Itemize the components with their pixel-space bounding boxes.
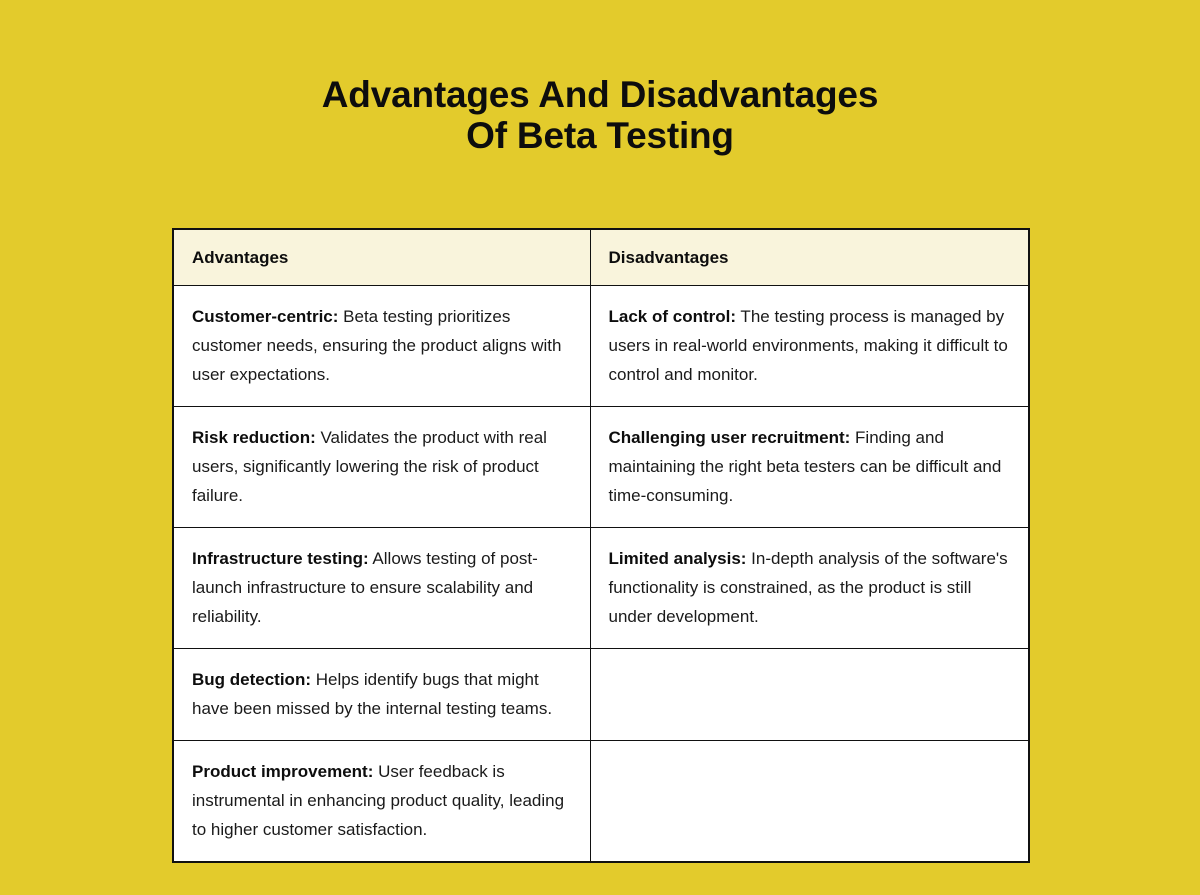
cell-advantage-5: Product improvement: User feedback is in… [172,740,591,863]
table-header-row: Advantages Disadvantages [172,228,1030,286]
cell-lead-label: Infrastructure testing: [192,549,369,568]
cell-lead-label: Limited analysis: [608,549,747,568]
table-body: Customer-centric: Beta testing prioritiz… [172,285,1030,863]
cell-disadvantage-4-empty [589,648,1030,741]
cell-body-text: User feedback is instrumental in enhanci… [192,762,565,839]
cell-body-text: Allows testing of post-launch infrastruc… [192,549,538,626]
cell-body-text: In-depth analysis of the software's func… [608,549,1008,626]
cell-body-text: Validates the product with real users, s… [192,428,547,505]
cell-advantage-4: Bug detection: Helps identify bugs that … [172,648,591,741]
cell-body-text: Beta testing prioritizes customer needs,… [192,307,562,384]
column-header-advantages: Advantages [172,228,591,286]
cell-lead-label: Product improvement: [192,762,374,781]
page-title-line-1: Advantages And Disadvantages [321,74,879,115]
comparison-table: Advantages Disadvantages Customer-centri… [172,228,1030,863]
comparison-table-container: Advantages Disadvantages Customer-centri… [172,228,1030,863]
table-row: Bug detection: Helps identify bugs that … [172,648,1030,741]
cell-lead-label: Bug detection: [192,670,311,689]
cell-body-text: The testing process is managed by users … [608,307,1008,384]
cell-disadvantage-1: Lack of control: The testing process is … [589,285,1030,407]
cell-advantage-1: Customer-centric: Beta testing prioritiz… [172,285,591,407]
cell-disadvantage-5-empty [589,740,1030,863]
table-row: Product improvement: User feedback is in… [172,740,1030,863]
column-header-disadvantages: Disadvantages [589,228,1030,286]
cell-disadvantage-3: Limited analysis: In-depth analysis of t… [589,527,1030,649]
page-title: Advantages And Disadvantages Of Beta Tes… [0,74,1200,156]
cell-lead-label: Lack of control: [608,307,737,326]
cell-lead-label: Risk reduction: [192,428,316,447]
table-row: Risk reduction: Validates the product wi… [172,406,1030,528]
cell-lead-label: Challenging user recruitment: [608,428,851,447]
table-row: Infrastructure testing: Allows testing o… [172,527,1030,649]
table-header: Advantages Disadvantages [172,228,1030,286]
page-title-line-2: Of Beta Testing [466,115,734,156]
cell-advantage-2: Risk reduction: Validates the product wi… [172,406,591,528]
cell-body-text: Finding and maintaining the right beta t… [608,428,1002,505]
table-row: Customer-centric: Beta testing prioritiz… [172,285,1030,407]
cell-lead-label: Customer-centric: [192,307,339,326]
cell-body-text: Helps identify bugs that might have been… [192,670,553,718]
cell-disadvantage-2: Challenging user recruitment: Finding an… [589,406,1030,528]
cell-advantage-3: Infrastructure testing: Allows testing o… [172,527,591,649]
